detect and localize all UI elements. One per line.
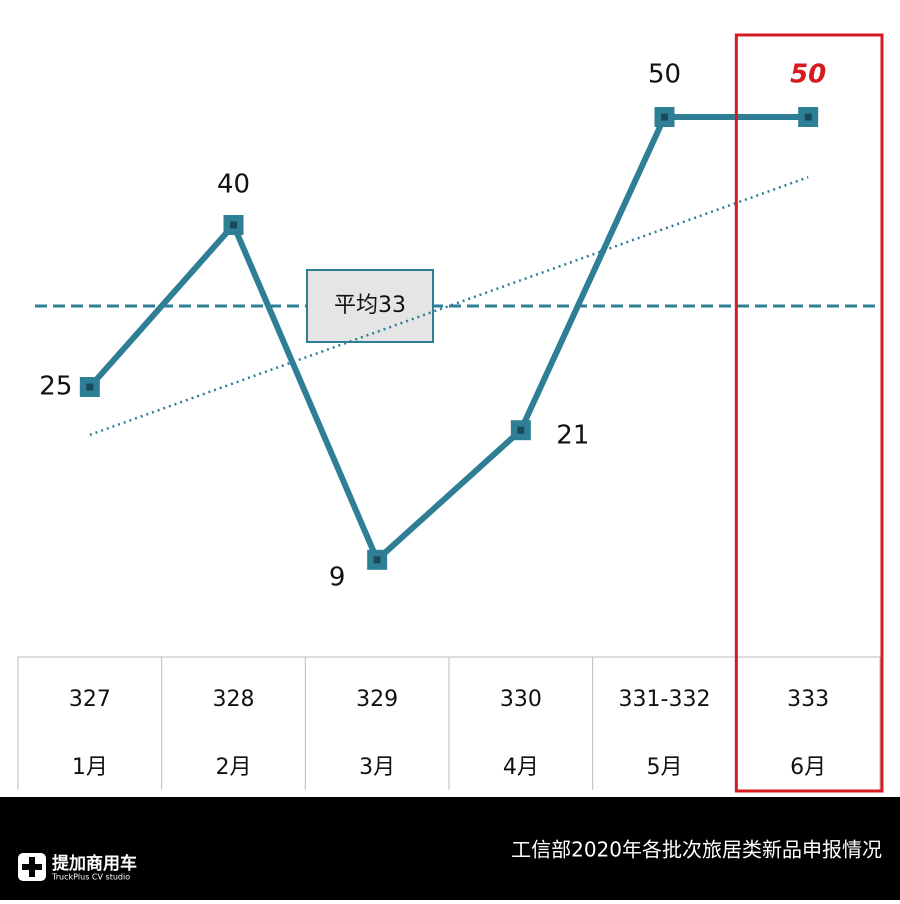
footer-title: 工信部2020年各批次旅居类新品申报情况 [511, 838, 882, 862]
logo-subtext: TruckPlus CV studio [51, 873, 130, 882]
highlight-box [734, 33, 884, 793]
data-label: 25 [39, 372, 72, 402]
data-label: 50 [648, 60, 681, 90]
marker-core [661, 113, 668, 121]
x-tick-label: 328 [213, 687, 255, 712]
month-label: 4月 [503, 755, 539, 780]
average-label: 平均33 [334, 293, 406, 318]
logo-text: 提加商用车 [52, 853, 137, 874]
month-label: 6月 [790, 755, 826, 780]
marker-core [230, 221, 237, 229]
footer-bar [0, 797, 900, 900]
data-label: 50 [790, 60, 826, 90]
data-label: 21 [556, 421, 589, 451]
x-tick-label: 333 [787, 687, 829, 712]
marker-core [86, 383, 94, 391]
marker-core [517, 426, 525, 434]
month-label: 3月 [359, 755, 395, 780]
x-tick-label: 329 [356, 687, 398, 712]
trend-line [89, 175, 809, 437]
data-label: 40 [217, 170, 250, 200]
month-label: 2月 [216, 755, 252, 780]
month-label: 5月 [647, 755, 683, 780]
marker-core [804, 113, 812, 121]
average-box [306, 269, 434, 343]
data-label: 9 [329, 562, 346, 592]
x-tick-label: 330 [500, 687, 542, 712]
x-tick-label: 331-332 [619, 687, 711, 712]
month-label: 1月 [72, 755, 108, 780]
series-line [87, 114, 809, 563]
logo-icon [18, 853, 46, 881]
x-tick-label: 327 [69, 687, 111, 712]
marker-core [373, 556, 381, 564]
